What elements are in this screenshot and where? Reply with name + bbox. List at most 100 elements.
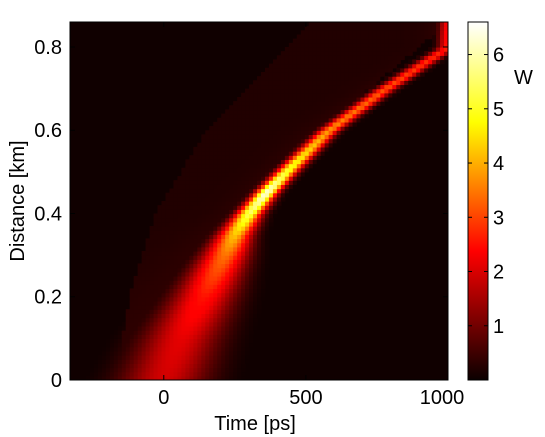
- heat-cell: [284, 76, 290, 81]
- heat-cell: [149, 259, 155, 265]
- heat-cell: [233, 225, 238, 231]
- heat-cell: [249, 105, 254, 111]
- heat-cell: [169, 367, 175, 373]
- heat-cell: [149, 342, 155, 348]
- heat-cell: [185, 267, 190, 273]
- heat-cell: [213, 338, 218, 344]
- heat-cell: [264, 121, 270, 127]
- heat-cell: [225, 221, 230, 227]
- heat-cell: [189, 355, 194, 360]
- heat-cell: [376, 84, 381, 90]
- heat-cell: [288, 180, 294, 185]
- heat-cell: [149, 330, 155, 335]
- heat-cell: [177, 196, 183, 202]
- heat-cell: [328, 22, 334, 27]
- heat-cell: [129, 325, 135, 331]
- heat-cell: [284, 67, 290, 73]
- heat-cell: [165, 305, 171, 310]
- heat-cell: [97, 359, 103, 364]
- heat-cell: [161, 275, 167, 281]
- heat-cell: [193, 338, 198, 344]
- heat-cell: [233, 325, 238, 331]
- heat-cell: [241, 371, 246, 377]
- heat-cell: [213, 238, 218, 244]
- heat-cell: [237, 109, 242, 115]
- heat-cell: [213, 176, 218, 181]
- heat-cell: [201, 238, 206, 244]
- heat-cell: [185, 246, 190, 252]
- heat-cell: [316, 55, 322, 61]
- heat-cell: [173, 263, 179, 269]
- heat-cell: [340, 96, 346, 102]
- heat-cell: [257, 284, 262, 290]
- heat-cell: [368, 30, 373, 36]
- heat-cell: [169, 234, 175, 240]
- heat-cell: [404, 30, 409, 36]
- heat-cell: [328, 130, 334, 135]
- heat-cell: [201, 330, 206, 335]
- heat-cell: [308, 109, 314, 115]
- heat-cell: [296, 171, 302, 177]
- heat-cell: [193, 213, 198, 219]
- heat-cell: [264, 117, 270, 123]
- heat-cell: [420, 59, 425, 65]
- heat-cell: [177, 221, 183, 227]
- heat-cell: [225, 209, 230, 215]
- heat-cell: [412, 59, 417, 65]
- heat-cell: [241, 313, 246, 319]
- heat-cell: [324, 101, 330, 106]
- heat-cell: [177, 305, 183, 310]
- heat-cell: [117, 367, 123, 373]
- heat-cell: [205, 246, 210, 252]
- heat-cell: [284, 71, 290, 77]
- heat-cell: [316, 46, 322, 52]
- heat-cell: [440, 26, 445, 31]
- heat-cell: [237, 300, 242, 306]
- heat-cell: [264, 267, 270, 273]
- heat-cell: [193, 184, 198, 190]
- heat-cell: [288, 138, 294, 144]
- heat-cell: [233, 230, 238, 235]
- heat-cell: [165, 209, 171, 215]
- heat-cell: [388, 59, 393, 65]
- heat-cell: [376, 30, 381, 36]
- heat-cell: [229, 246, 234, 252]
- heat-cell: [157, 342, 163, 348]
- heat-cell: [217, 209, 222, 215]
- heat-cell: [165, 334, 171, 339]
- heat-cell: [145, 250, 151, 256]
- heat-cell: [257, 180, 262, 185]
- heat-cell: [189, 263, 194, 269]
- heat-cell: [348, 84, 354, 90]
- heat-cell: [97, 367, 103, 373]
- heat-cell: [356, 42, 362, 48]
- heat-cell: [217, 280, 222, 285]
- heat-cell: [241, 180, 246, 185]
- heat-cell: [181, 234, 186, 240]
- heat-cell: [141, 371, 147, 377]
- heat-cell: [440, 34, 445, 40]
- colorbar-tick-label: 4: [493, 153, 504, 175]
- heat-cell: [165, 221, 171, 227]
- heat-cell: [185, 205, 190, 210]
- heat-cell: [193, 176, 198, 181]
- heat-cell: [400, 71, 405, 77]
- heat-cell: [372, 63, 377, 69]
- heat-cell: [344, 84, 350, 90]
- heat-cell: [257, 205, 262, 210]
- heat-cell: [260, 163, 266, 169]
- heat-cell: [444, 34, 448, 40]
- heat-cell: [225, 271, 230, 277]
- heat-cell: [213, 325, 218, 331]
- heat-cell: [264, 238, 270, 244]
- heat-cell: [376, 92, 381, 98]
- heat-cell: [233, 284, 238, 290]
- heat-cell: [272, 117, 278, 123]
- heat-cell: [312, 26, 318, 31]
- heat-cell: [217, 296, 222, 302]
- heat-cell: [209, 217, 214, 223]
- heat-cell: [253, 138, 258, 144]
- heat-cell: [416, 22, 421, 27]
- heat-cell: [129, 334, 135, 339]
- heat-cell: [324, 76, 330, 81]
